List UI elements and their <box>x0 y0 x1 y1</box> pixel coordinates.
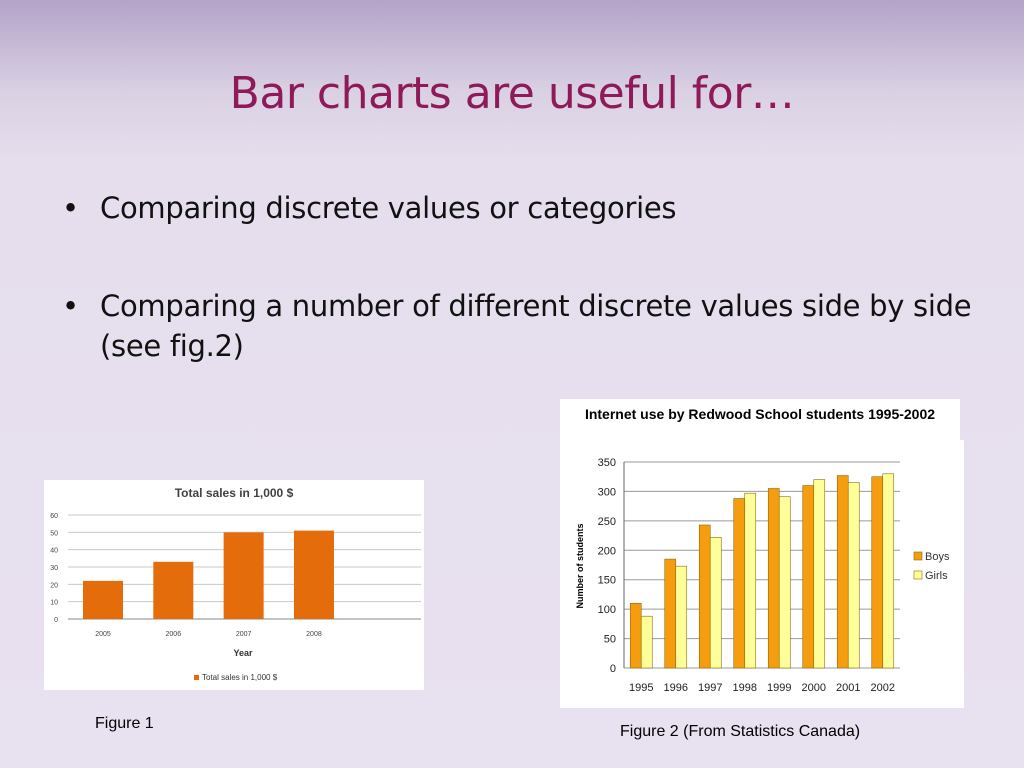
bar-boys <box>871 476 884 669</box>
x-tick-label: 2005 <box>95 631 111 638</box>
y-tick-label: 40 <box>50 548 58 555</box>
x-tick-label: 2007 <box>236 631 252 638</box>
y-axis-label: Number of students <box>575 523 585 608</box>
y-tick-label: 10 <box>50 600 58 607</box>
bar-girls <box>744 492 757 669</box>
x-tick-label: 2008 <box>306 631 322 638</box>
figure-2-title: Internet use by Redwood School students … <box>560 399 960 441</box>
bar-girls <box>640 615 653 669</box>
bar <box>293 530 334 619</box>
y-tick-label: 50 <box>50 530 58 537</box>
bar-girls <box>709 537 722 669</box>
legend-label: Girls <box>925 570 948 582</box>
y-tick-label: 250 <box>598 516 616 528</box>
bar <box>83 580 123 619</box>
bullet-item: • Comparing discrete values or categorie… <box>60 188 980 228</box>
y-tick-label: 150 <box>598 575 616 587</box>
legend-swatch <box>913 570 923 580</box>
bullet-list: • Comparing discrete values or categorie… <box>60 188 980 366</box>
y-tick-label: 20 <box>50 582 58 589</box>
bar-boys <box>629 602 642 669</box>
y-tick-label: 0 <box>54 617 58 624</box>
chart-title: Internet use by Redwood School students … <box>584 406 936 422</box>
x-tick-label: 2001 <box>836 682 860 694</box>
figure-2-caption: Figure 2 (From Statistics Canada) <box>620 723 861 740</box>
x-tick-label: 1999 <box>767 682 791 694</box>
bar-boys <box>802 485 815 669</box>
x-tick-label: 2000 <box>802 682 826 694</box>
legend-label: Total sales in 1,000 $ <box>202 673 278 682</box>
figure-2-chart: 0 50 100 150 200 250 300 350 1995 1996 1997 1998 199… <box>560 440 964 708</box>
x-tick-label: 2002 <box>871 682 895 694</box>
y-tick-label: 200 <box>598 545 616 557</box>
y-tick-label: 50 <box>604 634 616 646</box>
bar-girls <box>813 479 826 669</box>
bar-girls <box>778 496 791 669</box>
y-tick-label: 300 <box>598 486 616 498</box>
bullet-item: • Comparing a number of different discre… <box>60 286 980 366</box>
bar-girls <box>847 482 860 669</box>
x-tick-label: 1995 <box>629 682 653 694</box>
bar-boys <box>664 558 677 669</box>
y-tick-label: 100 <box>598 604 616 616</box>
figure-1-caption: Figure 1 <box>95 715 154 732</box>
bar-boys <box>733 498 746 669</box>
x-tick-label: 1997 <box>698 682 722 694</box>
bar-girls <box>675 565 688 669</box>
bar-girls <box>882 473 895 669</box>
sales-bar-chart: Total sales in 1,000 $ 0 10 20 30 40 50 60 2005… <box>50 486 421 682</box>
bar-boys <box>836 475 849 669</box>
bullet-text: Comparing discrete values or categories <box>100 191 677 225</box>
bar-boys <box>767 488 780 669</box>
y-tick-label: 30 <box>50 565 58 572</box>
y-tick-label: 350 <box>598 457 616 469</box>
bullet-text: Comparing a number of different discrete… <box>100 289 972 363</box>
x-axis-label: Year <box>233 648 253 658</box>
y-tick-label: 0 <box>610 663 616 675</box>
x-tick-label: 1996 <box>664 682 688 694</box>
bar <box>153 561 194 619</box>
internet-use-bar-chart: 0 50 100 150 200 250 300 350 1995 1996 1997 1998 199… <box>575 457 950 694</box>
x-tick-label: 2006 <box>166 631 182 638</box>
bullet-dot: • <box>62 191 79 225</box>
bullet-dot: • <box>62 289 79 323</box>
y-tick-label: 60 <box>50 513 58 520</box>
slide-title: Bar charts are useful for… <box>229 68 795 119</box>
chart-title: Total sales in 1,000 $ <box>175 486 294 500</box>
legend-label: Boys <box>925 551 950 563</box>
legend-swatch <box>194 675 199 680</box>
legend-swatch <box>913 551 923 561</box>
x-tick-label: 1998 <box>733 682 757 694</box>
bar-boys <box>698 524 711 669</box>
figure-1-chart: Total sales in 1,000 $ 0 10 20 30 40 50 60 2005… <box>44 480 424 690</box>
bar <box>223 532 264 619</box>
